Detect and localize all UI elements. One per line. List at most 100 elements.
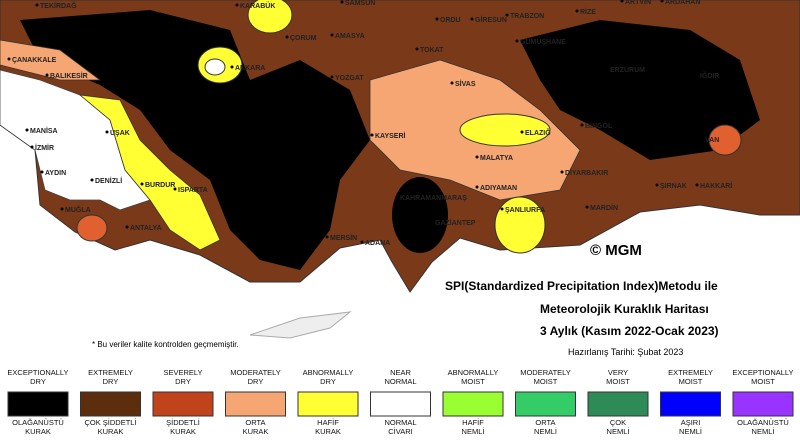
- legend-label-en: DRY: [30, 377, 46, 386]
- legend-label-en: MOIST: [534, 377, 558, 386]
- city-dot: [655, 183, 659, 187]
- city-label: GİRESUN: [475, 16, 507, 24]
- legend-label-en: MOIST: [461, 377, 485, 386]
- city-label: AMASYA: [335, 33, 365, 40]
- legend-label-tr: NEMLİ: [462, 427, 485, 436]
- legend-swatch: [587, 391, 649, 417]
- city-dot: [505, 13, 509, 17]
- city-label: ARTVİN: [625, 0, 651, 6]
- city-label: TOKAT: [420, 47, 444, 54]
- city-label: HAKKARİ: [700, 182, 732, 190]
- city-dot: [605, 67, 609, 71]
- legend-label-tr: ORTA: [245, 418, 265, 427]
- city-dot: [435, 17, 439, 21]
- city-dot: [285, 35, 289, 39]
- legend-label-tr: NORMAL: [384, 418, 416, 427]
- city-dot: [140, 182, 144, 186]
- city-dot: [695, 183, 699, 187]
- city-label: ARDAHAN: [665, 0, 700, 6]
- legend-swatch: [442, 391, 504, 417]
- legend-label-tr: ÇOK: [610, 418, 626, 427]
- city-label: GAZİANTEP: [435, 219, 476, 227]
- legend-label-tr: AŞIRI: [681, 418, 701, 427]
- city-label: ANKARA: [235, 65, 265, 72]
- legend-label-en: VERY: [608, 368, 628, 377]
- city-label: BİNGÖL: [585, 121, 613, 130]
- legend-label-en: ABNORMALLY: [448, 368, 499, 377]
- region-moderate-west: [0, 39, 102, 81]
- city-dot: [415, 47, 419, 51]
- legend-label-en: EXTREMELY: [88, 368, 133, 377]
- city-dot: [695, 73, 699, 77]
- legend-label-en: DRY: [248, 377, 264, 386]
- legend-label-tr: NEMLİ: [607, 427, 630, 436]
- subtitle: Hazırlanış Tarihi: Şubat 2023: [568, 347, 683, 357]
- city-dot: [173, 187, 177, 191]
- city-label: ISPARTA: [178, 187, 208, 194]
- region-orange-van: [708, 124, 742, 156]
- city-label: MANİSA: [30, 127, 58, 135]
- city-dot: [340, 0, 344, 4]
- city-dot: [395, 195, 399, 199]
- legend-swatch: [225, 391, 286, 417]
- legend-label-tr: ÇOK ŞİDDETLİ: [84, 418, 136, 427]
- legend-swatch: [152, 391, 214, 417]
- legend-label-tr: OLAĞANÜSTÜ: [12, 418, 64, 427]
- legend-swatch: [660, 391, 721, 417]
- city-label: SAMSUN: [345, 0, 375, 7]
- city-label: VAN: [705, 137, 719, 144]
- region-orange-mugla: [76, 214, 108, 242]
- city-label: ŞIRNAK: [660, 183, 687, 190]
- city-dot: [520, 130, 524, 134]
- city-dot: [125, 225, 129, 229]
- city-dot: [105, 130, 109, 134]
- city-dot: [500, 207, 504, 211]
- city-label: MALATYA: [480, 155, 513, 162]
- city-dot: [25, 128, 29, 132]
- city-dot: [90, 178, 94, 182]
- city-label: YOZGAT: [335, 75, 364, 82]
- city-label: GÜMÜŞHANE: [520, 37, 566, 46]
- legend-label-en: DRY: [175, 377, 191, 386]
- city-label: SİVAS: [455, 80, 476, 88]
- legend-label-tr: CİVARI: [388, 427, 412, 436]
- legend-swatch: [297, 391, 359, 417]
- city-label: TEKİRDAĞ: [40, 1, 77, 10]
- legend-label-tr: KURAK: [25, 427, 51, 436]
- city-dot: [560, 170, 564, 174]
- city-label: İZMİR: [35, 144, 54, 152]
- legend-label-en: MOIST: [606, 377, 630, 386]
- legend-label-en: NORMAL: [384, 377, 416, 386]
- legend-label-tr: KURAK: [243, 427, 269, 436]
- title-line: Meteorolojik Kuraklık Haritası: [540, 302, 709, 316]
- city-dot: [235, 3, 239, 7]
- city-dot: [230, 65, 234, 69]
- city-dot: [45, 73, 49, 77]
- region-yellow-urfa: [494, 196, 546, 254]
- city-dot: [700, 137, 704, 141]
- city-label: ADIYAMAN: [480, 185, 517, 192]
- city-label: ÇORUM: [290, 35, 317, 42]
- city-dot: [330, 75, 334, 79]
- city-dot: [660, 0, 664, 3]
- city-label: AYDIN: [45, 170, 66, 177]
- legend-label-en: MODERATELY: [230, 368, 281, 377]
- city-label: KAYSERİ: [375, 132, 406, 140]
- city-dot: [475, 185, 479, 189]
- legend-label-en: MODERATELY: [520, 368, 571, 377]
- legend-swatch: [370, 391, 431, 417]
- legend-label-tr: NEMLİ: [752, 427, 775, 436]
- city-dot: [7, 57, 11, 61]
- region-white-ankara: [204, 58, 226, 76]
- city-dot: [60, 207, 64, 211]
- city-label: ŞANLIURFA: [505, 207, 545, 214]
- legend-label-en: SEVERELY: [163, 368, 202, 377]
- legend-label-tr: HAFİF: [462, 418, 484, 427]
- city-dot: [330, 33, 334, 37]
- legend-label-tr: HAFİF: [317, 418, 339, 427]
- legend-label-tr: KURAK: [315, 427, 341, 436]
- legend-label-en: DRY: [320, 377, 336, 386]
- legend-label-en: EXCEPTIONALLY: [7, 368, 68, 377]
- city-dot: [30, 145, 34, 149]
